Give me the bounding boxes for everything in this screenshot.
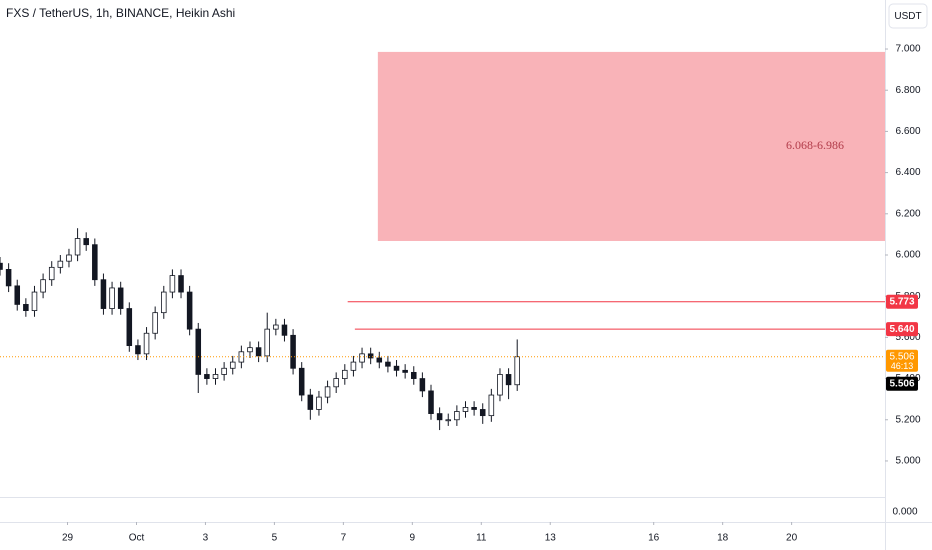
currency-button[interactable] [888, 3, 928, 29]
x-tick-label: 13 [545, 533, 557, 544]
candle-body [436, 413, 443, 421]
candle-body [359, 353, 365, 363]
x-tick-label: 18 [717, 533, 729, 544]
candle-body [342, 369, 348, 379]
candle-body [14, 285, 21, 305]
candle-body [57, 260, 64, 268]
candle-body [445, 419, 452, 422]
candle-body [23, 304, 29, 311]
candle-body [117, 287, 124, 309]
candle-body [471, 407, 477, 410]
candle-body [178, 275, 184, 293]
candle-body [316, 396, 322, 410]
close-price-tag [886, 376, 918, 391]
x-tick-label: 5 [272, 533, 278, 544]
candle-body [454, 411, 460, 421]
level-tag [886, 294, 918, 309]
candle-body [221, 367, 227, 375]
candle-body [161, 291, 167, 314]
candle-body [66, 254, 72, 262]
candle-body [83, 238, 89, 246]
last-price-label: 5.506 [889, 351, 914, 362]
candle-body [298, 367, 305, 396]
candle-body [5, 269, 12, 287]
y-tick-label: 6.800 [895, 85, 920, 96]
candle-body [229, 361, 236, 369]
candle-body [247, 347, 253, 353]
y-tick-label: 6.000 [895, 250, 920, 261]
candle-body [419, 378, 426, 392]
y-tick-label: 5.600 [895, 332, 920, 343]
candle-body [273, 324, 279, 330]
candle-body [212, 374, 219, 379]
candle-body [152, 312, 158, 334]
currency-button-label[interactable]: USDT [894, 11, 921, 22]
x-tick-label: 7 [341, 533, 347, 544]
level-tag-label: 5.640 [889, 324, 914, 335]
candle-body [281, 324, 288, 336]
candle-body [186, 291, 193, 330]
candle-body [514, 356, 520, 386]
candle-body [40, 279, 46, 293]
candle-body [376, 357, 383, 363]
candle-body [350, 361, 357, 371]
candle-body [488, 394, 495, 417]
candle-body [410, 371, 417, 379]
candle-body [393, 365, 400, 371]
candle-body [367, 353, 374, 359]
candle-body [324, 386, 331, 398]
y-tick-label: 6.600 [895, 126, 920, 137]
countdown: 46:13 [891, 361, 914, 371]
zone-label: 6.068-6.986 [786, 138, 844, 152]
x-tick-label: Oct [129, 533, 145, 544]
candle-body [307, 394, 314, 410]
x-tick-label: 20 [786, 533, 798, 544]
candle-body [505, 374, 512, 386]
candle-body [264, 328, 270, 357]
candle-body [100, 279, 107, 309]
x-tick-label: 29 [62, 533, 74, 544]
x-tick-label: 11 [476, 533, 487, 544]
candle-body [333, 378, 339, 388]
candle-body [428, 390, 434, 414]
close-price-label: 5.506 [889, 378, 914, 389]
level-tag-label: 5.773 [889, 296, 914, 307]
candle-body [195, 328, 202, 375]
chart-title: FXS / TetherUS, 1h, BINANCE, Heikin Ashi [6, 6, 235, 20]
y-tick-label: 5.200 [895, 414, 920, 425]
candle-body [479, 409, 486, 417]
candle-body [204, 374, 210, 379]
level-tag [886, 322, 918, 337]
candle-body [48, 266, 55, 281]
candle-body [169, 275, 176, 293]
candle-body [255, 347, 262, 357]
x-tick-label: 3 [203, 533, 209, 544]
candle-body [385, 361, 391, 367]
x-tick-label: 16 [648, 533, 660, 544]
candle-body [497, 374, 503, 396]
candle-body [31, 291, 38, 311]
x-tick-label: 9 [410, 533, 416, 544]
y-tick-label: 5.000 [895, 456, 920, 467]
last-price-tag [886, 349, 918, 372]
y-tick-label: 7.000 [895, 44, 920, 55]
y-tick-label: 6.200 [895, 208, 920, 219]
bottom-axis-label: 0.000 [892, 507, 917, 518]
candle-body [126, 308, 133, 347]
candle-body [74, 238, 81, 256]
candle-body [0, 262, 3, 270]
zone [377, 51, 885, 241]
candle-body [109, 287, 115, 309]
candle-body [462, 407, 469, 412]
candle-body [135, 345, 141, 355]
candle-body [402, 369, 408, 373]
candle-body [92, 244, 98, 281]
candle-body [290, 334, 296, 369]
y-tick-label: 6.400 [895, 167, 920, 178]
candle-body [143, 332, 150, 355]
